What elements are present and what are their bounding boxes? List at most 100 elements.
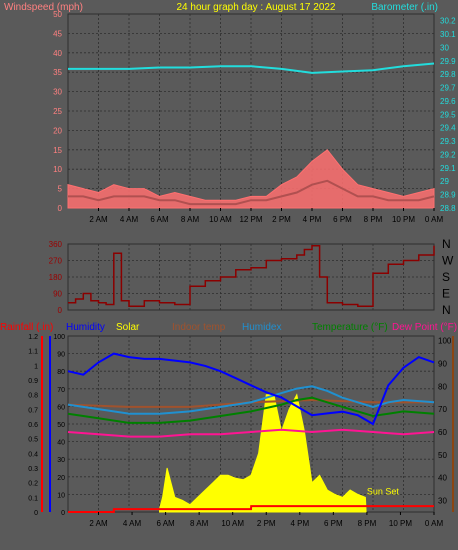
legend-entry: Dew Point (°F): [392, 322, 457, 333]
rainfall-tick-label: 0.5: [28, 437, 38, 444]
x-tick-label: 2 PM: [272, 215, 291, 224]
windspeed-tick-label: 45: [53, 29, 62, 38]
temperature-tick-label: 30: [438, 497, 447, 506]
rainfall-tick-label: 0.8: [28, 393, 38, 400]
rainfall-tick-label: 1: [34, 363, 38, 370]
barometer-tick-label: 29.6: [440, 97, 456, 106]
temperature-line: [67, 396, 435, 424]
windspeed-tick-label: 20: [53, 126, 62, 135]
x-tick-label: 12 PM: [239, 215, 262, 224]
x-tick-label: 0 AM: [425, 215, 444, 224]
x-tick-label: 2 AM: [89, 519, 108, 528]
x-tick-label: 6 AM: [150, 215, 169, 224]
direction-tick-label: 360: [49, 240, 63, 249]
windspeed-axis-title: Windspeed (mph): [4, 2, 83, 13]
humidity-tick-label: 0: [61, 510, 65, 517]
barometer-tick-label: 29.9: [440, 57, 456, 66]
humidity-tick-label: 20: [57, 475, 65, 482]
windspeed-tick-label: 15: [53, 146, 62, 155]
compass-label: N: [442, 303, 451, 317]
rainfall-tick-label: 0.3: [28, 466, 38, 473]
top-chart-panel: Windspeed (mph) 24 hour graph day : Augu…: [4, 2, 456, 224]
humidity-tick-label: 10: [57, 492, 65, 499]
x-tick-label: 6 AM: [156, 519, 175, 528]
direction-tick-label: 0: [58, 306, 63, 315]
temperature-tick-label: 90: [438, 359, 447, 368]
direction-chart-series: [68, 245, 435, 308]
solar-area: [159, 393, 367, 513]
windspeed-tick-label: 25: [53, 107, 62, 116]
windspeed-average-line: [68, 179, 435, 206]
windspeed-gust-area: [67, 149, 435, 209]
barometer-tick-label: 29.1: [440, 164, 456, 173]
compass-label: S: [442, 270, 450, 284]
wind-direction-trace: [68, 245, 435, 308]
humidity-tick-label: 30: [57, 457, 65, 464]
sunset-annotation: Sun Set: [367, 486, 400, 496]
barometer-tick-label: 29.2: [440, 150, 456, 159]
direction-tick-label: 270: [49, 257, 63, 266]
barometer-tick-label: 28.8: [440, 204, 456, 213]
temperature-tick-label: 80: [438, 382, 447, 391]
humidity-tick-label: 40: [57, 440, 65, 447]
barometer-tick-label: 29.8: [440, 70, 456, 79]
rainfall-tick-label: 1.1: [28, 349, 38, 356]
barometer-tick-label: 30.1: [440, 30, 456, 39]
rainfall-tick-label: 0.2: [28, 481, 38, 488]
x-tick-label: 4 PM: [303, 215, 322, 224]
x-tick-label: 10 PM: [389, 519, 412, 528]
windspeed-tick-label: 30: [53, 88, 62, 97]
temperature-tick-label: 50: [438, 451, 447, 460]
barometer-tick-label: 29.4: [440, 124, 456, 133]
windspeed-tick-label: 50: [53, 10, 62, 19]
barometer-line: [68, 62, 435, 74]
windspeed-tick-label: 5: [58, 185, 63, 194]
temperature-tick-label: 60: [438, 428, 447, 437]
x-tick-label: 4 AM: [123, 519, 142, 528]
compass-label: W: [442, 254, 454, 268]
rainfall-tick-label: 0.9: [28, 378, 38, 385]
direction-tick-label: 90: [53, 290, 62, 299]
legend-entry: Temperature (°F): [312, 322, 388, 333]
x-tick-label: 8 PM: [358, 519, 377, 528]
humidity-tick-label: 100: [53, 334, 65, 341]
x-tick-label: 10 AM: [209, 215, 232, 224]
rainfall-tick-label: 0: [34, 510, 38, 517]
barometer-tick-label: 30.2: [440, 17, 456, 26]
barometer-tick-label: 28.9: [440, 191, 456, 200]
rainfall-tick-label: 0.7: [28, 407, 38, 414]
x-tick-label: 10 AM: [221, 519, 244, 528]
barometer-tick-label: 29.3: [440, 137, 456, 146]
barometer-axis-title: Barometer (.in): [371, 2, 438, 13]
x-tick-label: 6 PM: [324, 519, 343, 528]
barometer-tick-label: 29: [440, 177, 449, 186]
humidity-line: [67, 352, 435, 426]
x-tick-label: 10 PM: [392, 215, 415, 224]
x-tick-label: 8 AM: [181, 215, 200, 224]
rainfall-tick-label: 0.4: [28, 451, 38, 458]
bottom-chart-panel: 0 0.1 0.2 0.3 0.4 0.5 0.6 0.7 0.8 0.9 1 1.1 1.2 0 10 20…: [0, 322, 457, 528]
x-tick-label: 0 AM: [425, 519, 444, 528]
x-tick-label: 8 AM: [190, 519, 209, 528]
bottom-chart-series: [67, 352, 435, 513]
humidity-tick-label: 90: [57, 352, 65, 359]
top-chart-series: [67, 62, 435, 209]
temperature-tick-label: 70: [438, 405, 447, 414]
x-tick-label: 6 PM: [333, 215, 352, 224]
barometer-tick-label: 29.5: [440, 110, 456, 119]
dew-point-line: [67, 428, 435, 438]
compass-label: E: [442, 287, 450, 301]
bottom-chart-ticks: 0 0.1 0.2 0.3 0.4 0.5 0.6 0.7 0.8 0.9 1 1.1 1.2 0 10 20…: [28, 334, 452, 528]
windspeed-tick-label: 35: [53, 68, 62, 77]
x-tick-label: 2 PM: [257, 519, 276, 528]
top-chart-ticks: 0 5 10 15 20 25 30 35 40 45 50 28.8 28.9 29 29.1 29.2 29…: [53, 10, 456, 224]
legend-entry: Humidex: [242, 322, 281, 333]
x-tick-label: 8 PM: [364, 215, 383, 224]
x-tick-label: 4 AM: [120, 215, 139, 224]
humidity-tick-label: 70: [57, 387, 65, 394]
legend-entry: Humidity: [66, 322, 105, 333]
